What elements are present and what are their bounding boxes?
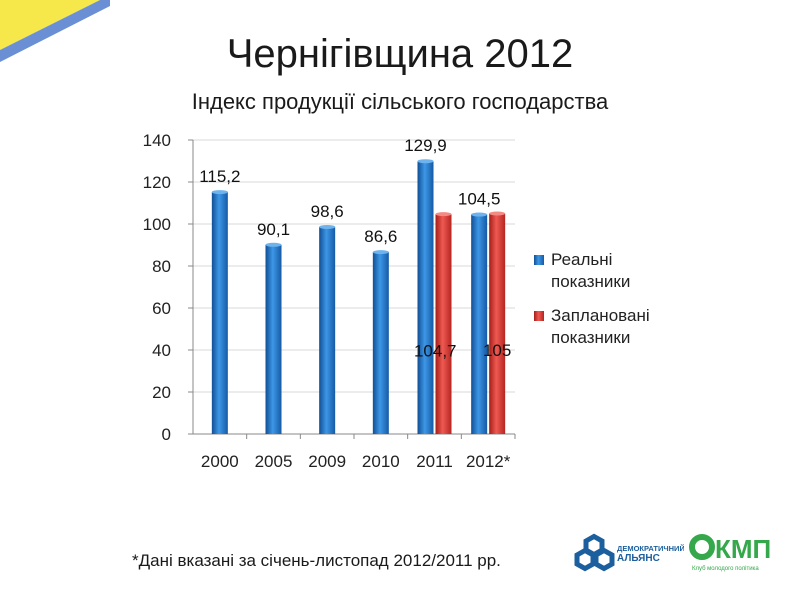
logo-line1: ДЕМОКРАТИЧНИЙ: [617, 544, 684, 553]
bar-real-2010: [372, 252, 389, 434]
bar-chart: 0 20 40 60 80 100 120 140 2000 2005 2009 2010 2011 20…: [143, 131, 650, 471]
x-tick-label-2012*: 2012*: [466, 452, 511, 471]
legend-planned-label-line1: Заплановані: [551, 306, 650, 325]
footnote: *Дані вказані за січень-листопад 2012/20…: [132, 551, 501, 570]
data-label-real-2009: 98,6: [311, 202, 344, 221]
data-label-real-2005: 90,1: [257, 220, 290, 239]
bar-real-cap-2009: [319, 224, 336, 229]
logo-mark: КМП: [715, 534, 771, 564]
democratic-alliance-logo: ДЕМОКРАТИЧНИЙ АЛЬЯНС: [574, 533, 684, 572]
data-label-planned-2011: 104,7: [414, 341, 457, 360]
x-tick-label-2000: 2000: [201, 452, 239, 471]
slide-subtitle: Індекс продукції сільського господарства: [191, 89, 609, 114]
y-tick-label-60: 60: [152, 299, 171, 318]
y-tick-label-80: 80: [152, 257, 171, 276]
legend: Реальні показники Заплановані показники: [534, 250, 650, 347]
x-tick-label-2011: 2011: [416, 452, 453, 471]
logo-line2: АЛЬЯНС: [617, 553, 660, 564]
bar-real-2005: [265, 244, 282, 434]
bar-real-cap-2011: [417, 159, 434, 164]
data-label-real-2010: 86,6: [364, 227, 397, 246]
bar-planned-cap-2012*: [489, 211, 506, 216]
legend-real-label-line1: Реальні: [551, 250, 612, 269]
bar-real-cap-2005: [265, 242, 282, 247]
slide-title: Чернігівщина 2012: [226, 32, 574, 76]
corner-stripe-decoration: [0, 0, 110, 62]
bar-planned-cap-2011: [435, 212, 452, 217]
circle-logo-icon: [689, 534, 715, 560]
x-tick-label-2009: 2009: [308, 452, 346, 471]
y-tick-label-120: 120: [143, 173, 171, 192]
bar-real-2009: [319, 226, 336, 434]
x-tick-label-2010: 2010: [362, 452, 400, 471]
hexagon-chain-icon: [574, 533, 615, 572]
data-label-real-2012*: 104,5: [458, 190, 501, 209]
axes: 0 20 40 60 80 100 120 140 2000 2005 2009 2010 2011 20…: [143, 131, 516, 471]
grid-lines: [193, 139, 515, 393]
bar-real-2000: [211, 192, 228, 434]
y-tick-label-100: 100: [143, 215, 171, 234]
bar-real-2011: [417, 161, 434, 434]
y-tick-label-20: 20: [152, 383, 171, 402]
legend-real-swatch: [534, 255, 544, 265]
bar-real-cap-2010: [372, 250, 389, 255]
y-tick-label-40: 40: [152, 341, 171, 360]
data-label-real-2000: 115,2: [199, 167, 240, 186]
bar-planned-2011: [435, 214, 452, 434]
y-tick-label-0: 0: [162, 425, 171, 444]
data-labels: 115,2 90,1 98,6 86,6 129,9 104,7 104,5 105: [199, 136, 511, 360]
blue-stripe: [0, 0, 110, 62]
bar-planned-2012*: [489, 213, 506, 434]
legend-real-label-line2: показники: [551, 272, 630, 291]
bars: [211, 159, 506, 434]
data-label-planned-2012*: 105: [483, 341, 511, 360]
data-label-real-2011: 129,9: [404, 136, 447, 155]
bar-real-2012*: [471, 214, 488, 434]
x-tick-label-2005: 2005: [255, 452, 293, 471]
kmp-logo: КМП Клуб молодого політика: [689, 534, 771, 572]
legend-planned-label-line2: показники: [551, 328, 630, 347]
y-tick-label-140: 140: [143, 131, 171, 150]
bar-real-cap-2012*: [471, 212, 488, 217]
legend-planned-swatch: [534, 311, 544, 321]
logo-caption: Клуб молодого політика: [692, 566, 759, 572]
bar-real-cap-2000: [211, 190, 228, 195]
